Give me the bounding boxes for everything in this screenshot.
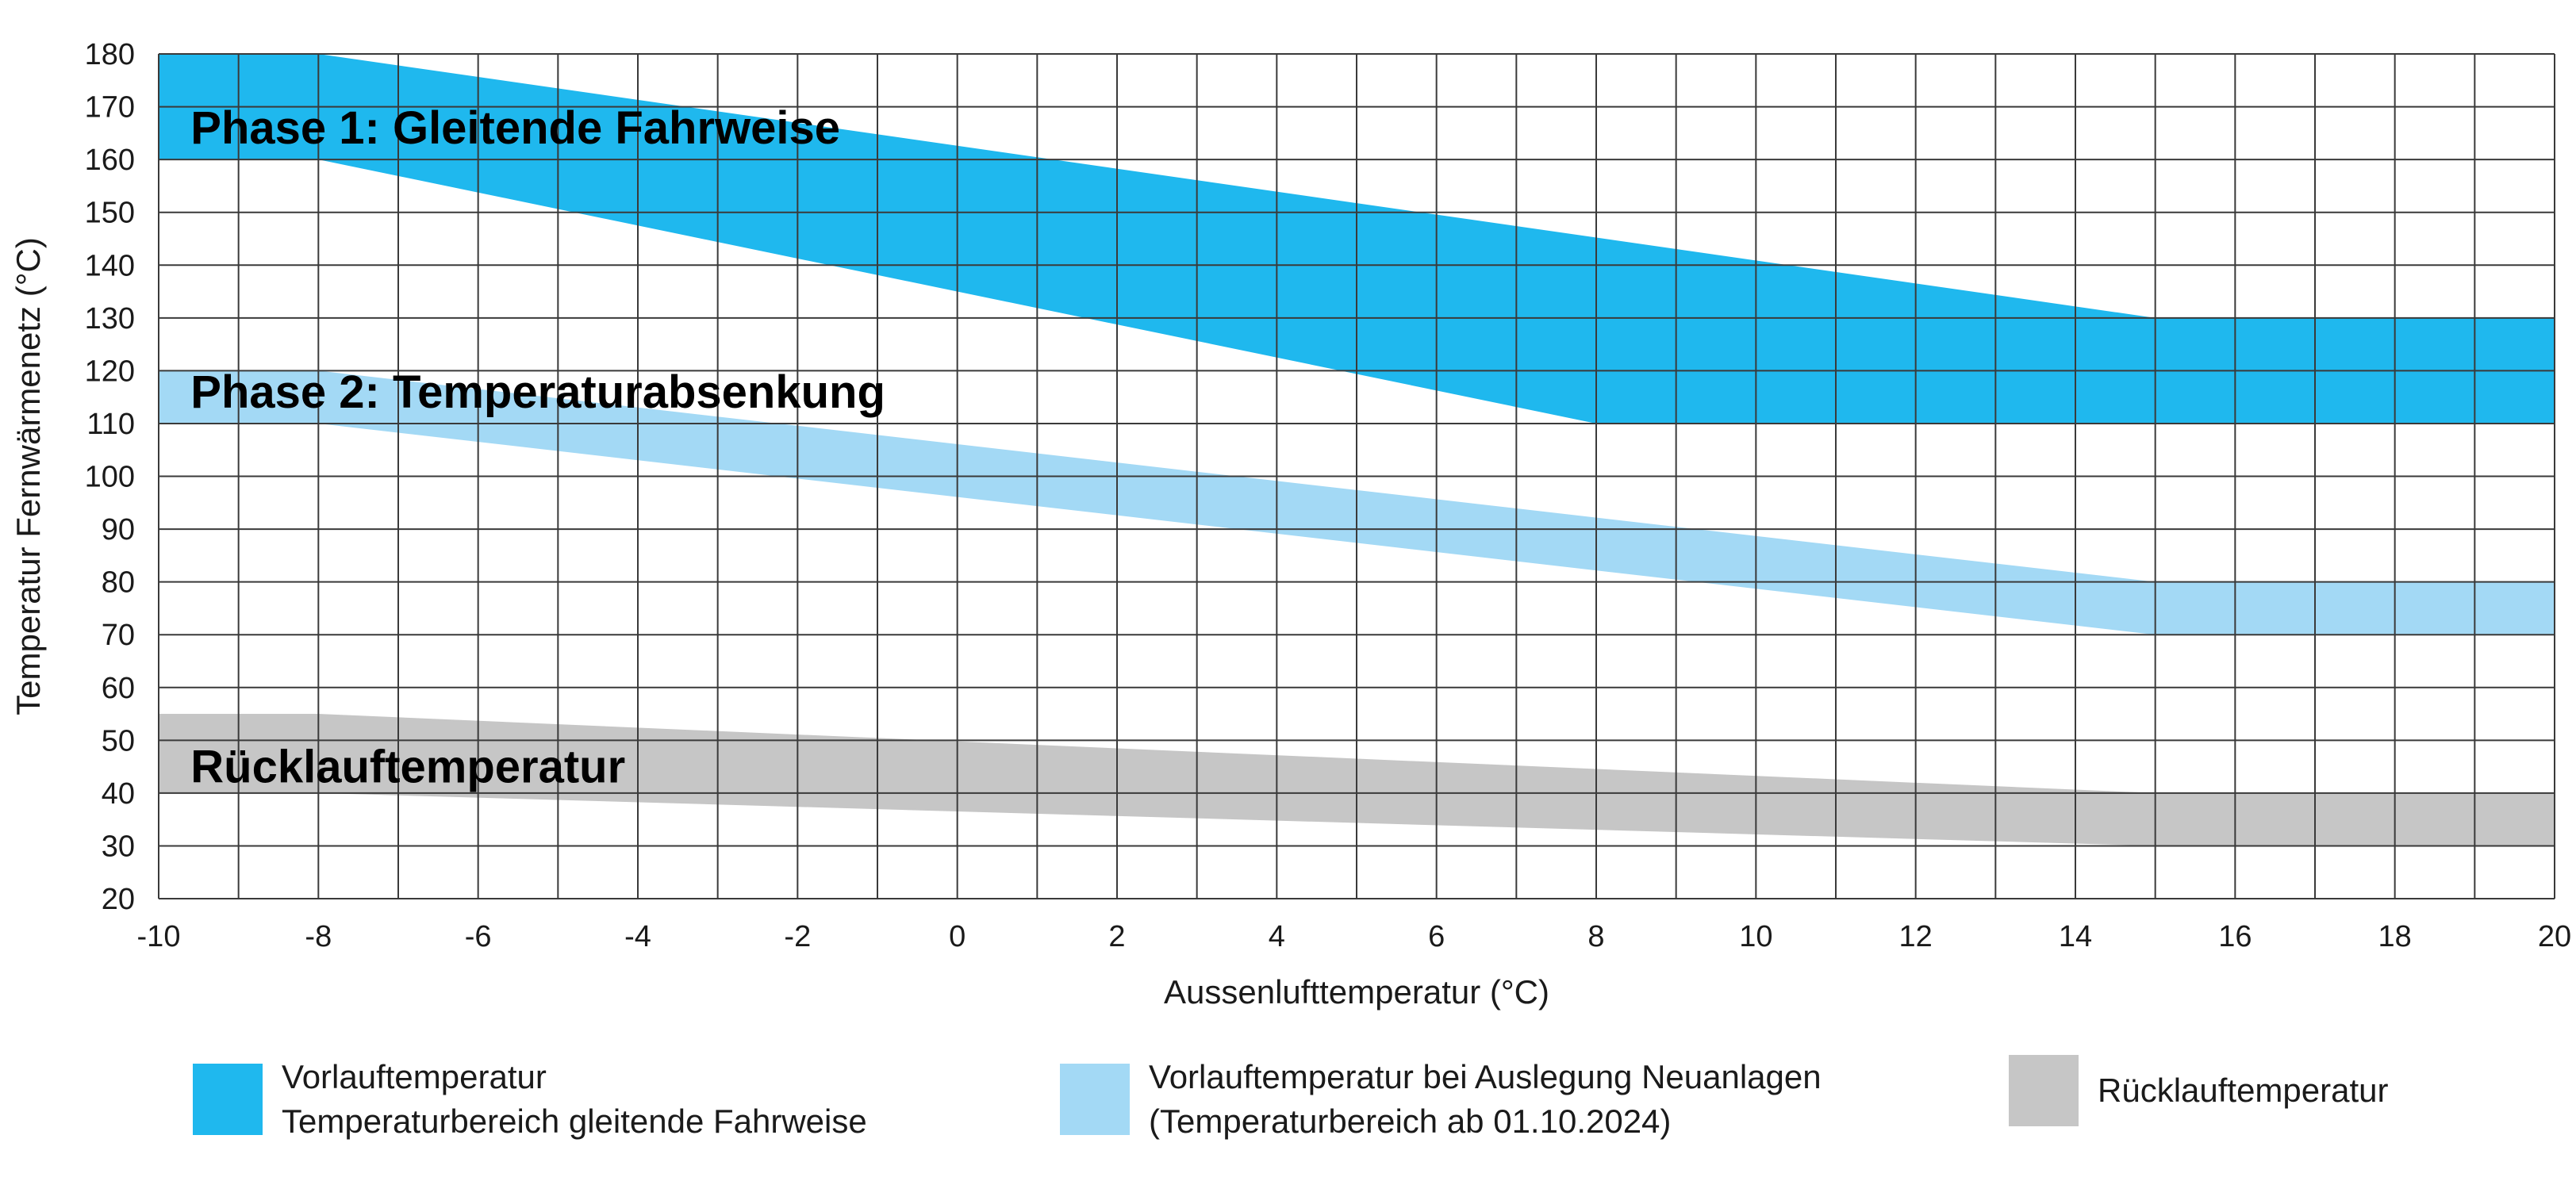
y-tick-label: 130 <box>85 302 135 336</box>
band-annotation: Phase 1: Gleitende Fahrweise <box>190 102 840 154</box>
y-tick-label: 150 <box>85 197 135 230</box>
x-tick-label: -8 <box>305 920 332 953</box>
y-tick-label: 160 <box>85 144 135 177</box>
grid-layer <box>158 53 2555 899</box>
x-tick-label: -6 <box>465 920 492 953</box>
x-tick-label: 12 <box>1899 920 1933 953</box>
ticks-layer: -10 -8 -6 -4 -2 0 2 4 6 8 10 12 14 16 18 20 20 30 40 50 60 70… <box>85 38 2572 953</box>
x-tick-label: -10 <box>137 920 181 953</box>
y-tick-label: 100 <box>85 461 135 494</box>
y-tick-label: 40 <box>102 777 135 811</box>
y-tick-label: 60 <box>102 672 135 705</box>
x-tick-label: 10 <box>1739 920 1772 953</box>
legend-swatch-vorlauf <box>193 1064 263 1135</box>
x-tick-label: 8 <box>1587 920 1604 953</box>
y-tick-label: 170 <box>85 91 135 125</box>
legend-label-line1: Vorlauftemperatur <box>282 1058 547 1095</box>
y-tick-label: 180 <box>85 38 135 71</box>
x-tick-label: 20 <box>2538 920 2571 953</box>
x-tick-label: 6 <box>1428 920 1445 953</box>
y-tick-label: 70 <box>102 619 135 652</box>
legend-label-line2: Temperaturbereich gleitende Fahrweise <box>282 1103 867 1140</box>
legend-item-ruecklauf: Rücklauftemperatur <box>2009 1055 2389 1126</box>
legend-label-line1: Rücklauftemperatur <box>2098 1072 2389 1109</box>
legend-label-line2: (Temperaturbereich ab 01.10.2024) <box>1149 1103 1672 1140</box>
y-tick-label: 30 <box>102 830 135 863</box>
y-tick-label: 80 <box>102 566 135 600</box>
x-tick-label: 0 <box>949 920 966 953</box>
y-tick-label: 50 <box>102 724 135 757</box>
band-annotation: Rücklauftemperatur <box>190 742 625 793</box>
legend-swatch-ruecklauf <box>2009 1055 2079 1126</box>
legend-item-vorlauf: Vorlauftemperatur Temperaturbereich glei… <box>193 1055 867 1144</box>
y-tick-label: 20 <box>102 883 135 916</box>
y-tick-label: 110 <box>86 408 135 441</box>
y-tick-label: 140 <box>85 249 135 282</box>
x-tick-label: -4 <box>624 920 651 953</box>
x-tick-label: 14 <box>2059 920 2092 953</box>
legend-item-neuanlagen: Vorlauftemperatur bei Auslegung Neuanlag… <box>1060 1055 1822 1144</box>
y-tick-label: 90 <box>102 513 135 546</box>
x-tick-label: 2 <box>1108 920 1125 953</box>
chart: -10 -8 -6 -4 -2 0 2 4 6 8 10 12 14 16 18 20 20 30 40 50 60 70… <box>10 38 2572 1011</box>
annotations-layer: Phase 1: Gleitende Fahrweise Phase 2: Tem… <box>190 102 885 792</box>
x-tick-label: 18 <box>2378 920 2412 953</box>
y-tick-label: 120 <box>85 355 135 388</box>
band-annotation: Phase 2: Temperaturabsenkung <box>190 366 885 418</box>
x-axis-title: Aussenlufttemperatur (°C) <box>1164 973 1549 1011</box>
y-axis-title: Temperatur Fernwärmenetz (°C) <box>10 237 47 715</box>
legend: Vorlauftemperatur Temperaturbereich glei… <box>0 1055 2576 1166</box>
x-tick-label: 16 <box>2218 920 2252 953</box>
legend-swatch-neuanlagen <box>1060 1064 1130 1135</box>
x-tick-label: -2 <box>784 920 811 953</box>
legend-label-line1: Vorlauftemperatur bei Auslegung Neuanlag… <box>1149 1058 1822 1095</box>
x-tick-label: 4 <box>1269 920 1285 953</box>
